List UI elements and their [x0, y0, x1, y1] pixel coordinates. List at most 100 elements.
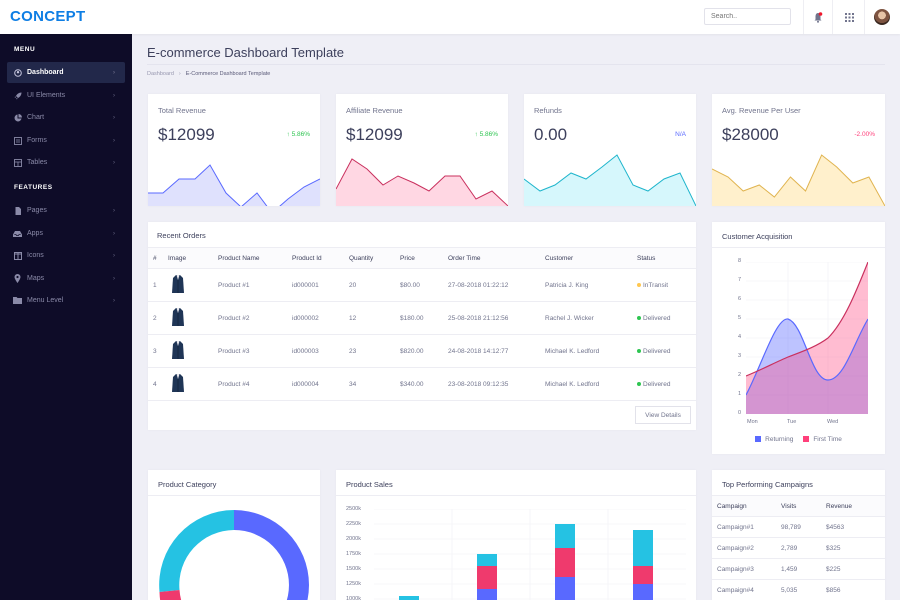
chevron-right-icon: ›: [113, 159, 115, 166]
table-row[interactable]: Campaign#3 1,459 $225: [712, 558, 885, 580]
inbox-icon: [13, 229, 22, 238]
sidebar-item-icons[interactable]: Icons ›: [7, 245, 125, 266]
user-avatar[interactable]: [874, 9, 890, 25]
y-tick: 8: [738, 258, 742, 264]
arrow-up-icon: ↑: [286, 131, 290, 138]
chevron-right-icon: ›: [113, 297, 115, 304]
view-details-button[interactable]: View Details: [635, 406, 691, 424]
sidebar-item-forms[interactable]: Forms ›: [7, 130, 125, 151]
y-tick: 1750k: [346, 551, 361, 557]
product-image: [168, 334, 218, 368]
table-row[interactable]: 2 Product #2 id000002 12 $180.00 25-08-2…: [148, 301, 696, 335]
column-header[interactable]: #: [148, 247, 168, 269]
sidebar-item-label: Apps: [27, 230, 43, 237]
product-image: [168, 301, 218, 335]
card-title: Recent Orders: [157, 231, 206, 240]
table-row[interactable]: Campaign#4 5,035 $856: [712, 579, 885, 600]
rocket-icon: [13, 91, 22, 100]
y-tick: 1: [738, 391, 742, 397]
y-tick: 1250k: [346, 581, 361, 587]
chevron-right-icon: ›: [113, 252, 115, 259]
y-tick: 5: [738, 315, 742, 321]
sidebar-item-maps[interactable]: Maps ›: [7, 268, 125, 289]
y-tick: 3: [738, 353, 742, 359]
column-header[interactable]: Product Id: [292, 247, 349, 269]
kpi-change: ↑ 5.86%: [474, 131, 499, 138]
columns-icon: [13, 251, 22, 260]
kpi-label: Avg. Revenue Per User: [722, 106, 801, 115]
apps-button[interactable]: [841, 9, 857, 25]
column-header[interactable]: Quantity: [349, 247, 400, 269]
table-row[interactable]: 3 Product #3 id000003 23 $820.00 24-08-2…: [148, 334, 696, 368]
sidebar-item-ui-elements[interactable]: UI Elements ›: [7, 85, 125, 106]
column-header[interactable]: Price: [400, 247, 448, 269]
table-row[interactable]: Campaign#2 2,789 $325: [712, 537, 885, 559]
divider: [832, 0, 833, 34]
status-badge: Delivered: [637, 367, 696, 401]
stacked-bar-chart: [374, 509, 686, 600]
breadcrumb-link-dashboard[interactable]: Dashboard: [147, 71, 174, 77]
sidebar-item-label: Chart: [27, 114, 45, 121]
sidebar-item-chart[interactable]: Chart ›: [7, 107, 125, 128]
sidebar-item-label: UI Elements: [27, 92, 66, 99]
sidebar-item-label: Forms: [27, 137, 47, 144]
sidebar: MENU Dashboard › UI Elements › Chart › F…: [0, 34, 132, 600]
status-badge: Delivered: [637, 334, 696, 368]
divider: [148, 495, 320, 496]
sidebar-item-tables[interactable]: Tables ›: [7, 152, 125, 173]
column-header[interactable]: Status: [637, 247, 696, 269]
column-header[interactable]: Product Name: [218, 247, 292, 269]
legend-item-first-time[interactable]: First Time: [803, 436, 842, 443]
legend-item-returning[interactable]: Returning: [755, 436, 793, 443]
page-title: E-commerce Dashboard Template: [147, 45, 345, 60]
sidebar-item-label: Tables: [27, 159, 48, 166]
column-header[interactable]: Visits: [781, 495, 826, 517]
brand-logo[interactable]: CONCEPT: [10, 8, 86, 25]
divider: [336, 495, 696, 496]
card-title: Customer Acquisition: [722, 232, 793, 241]
jacket-image: [172, 374, 184, 392]
kpi-change: ↑ 5.86%: [286, 131, 311, 138]
table-row[interactable]: Campaign#1 98,789 $4563: [712, 516, 885, 538]
sidebar-item-label: Maps: [27, 275, 45, 282]
notification-bell-button[interactable]: [810, 9, 826, 25]
column-header[interactable]: Customer: [545, 247, 637, 269]
status-badge: InTransit: [637, 268, 696, 302]
customer-acquisition-card: Customer Acquisition 8 7 6 5 4 3 2 1 0 M…: [712, 222, 885, 454]
table-row[interactable]: 1 Product #1 id000001 20 $80.00 27-08-20…: [148, 268, 696, 302]
sparkline-chart: [524, 154, 696, 206]
sidebar-item-dashboard[interactable]: Dashboard ›: [7, 62, 125, 83]
user-circle-icon: [13, 68, 22, 77]
sidebar-item-label: Pages: [27, 207, 47, 214]
column-header[interactable]: Image: [168, 247, 218, 269]
sidebar-item-menu-level[interactable]: Menu Level ›: [7, 290, 125, 311]
column-header[interactable]: Order Time: [448, 247, 545, 269]
orders-table: # Image Product Name Product Id Quantity…: [148, 247, 696, 401]
table-row[interactable]: 4 Product #4 id000004 34 $340.00 23-08-2…: [148, 367, 696, 401]
recent-orders-card: Recent Orders # Image Product Name Produ…: [148, 222, 696, 430]
kpi-card-avg-revenue: Avg. Revenue Per User $28000 -2.00%: [712, 94, 885, 206]
y-tick: 2000k: [346, 536, 361, 542]
y-tick: 1500k: [346, 566, 361, 572]
kpi-value: $28000: [722, 125, 779, 144]
product-category-card: Product Category: [148, 470, 320, 600]
y-tick: 1000k: [346, 596, 361, 600]
product-image: [168, 367, 218, 401]
divider: [147, 64, 885, 65]
status-dot-icon: [637, 315, 641, 320]
arrow-up-icon: ↑: [474, 131, 478, 138]
column-header[interactable]: Campaign: [712, 495, 781, 517]
sidebar-item-pages[interactable]: Pages ›: [7, 200, 125, 221]
kpi-value: $12099: [346, 125, 403, 144]
product-image: [168, 268, 218, 302]
y-tick: 2250k: [346, 521, 361, 527]
search-input[interactable]: [704, 8, 791, 25]
sidebar-item-apps[interactable]: Apps ›: [7, 223, 125, 244]
column-header[interactable]: Revenue: [826, 495, 885, 517]
top-campaigns-card: Top Performing Campaigns Campaign Visits…: [712, 470, 885, 600]
x-tick: Mon: [747, 419, 758, 425]
status-dot-icon: [637, 381, 641, 386]
donut-chart: [159, 510, 309, 600]
bell-icon: [814, 11, 823, 23]
sidebar-item-label: Menu Level: [27, 297, 64, 304]
